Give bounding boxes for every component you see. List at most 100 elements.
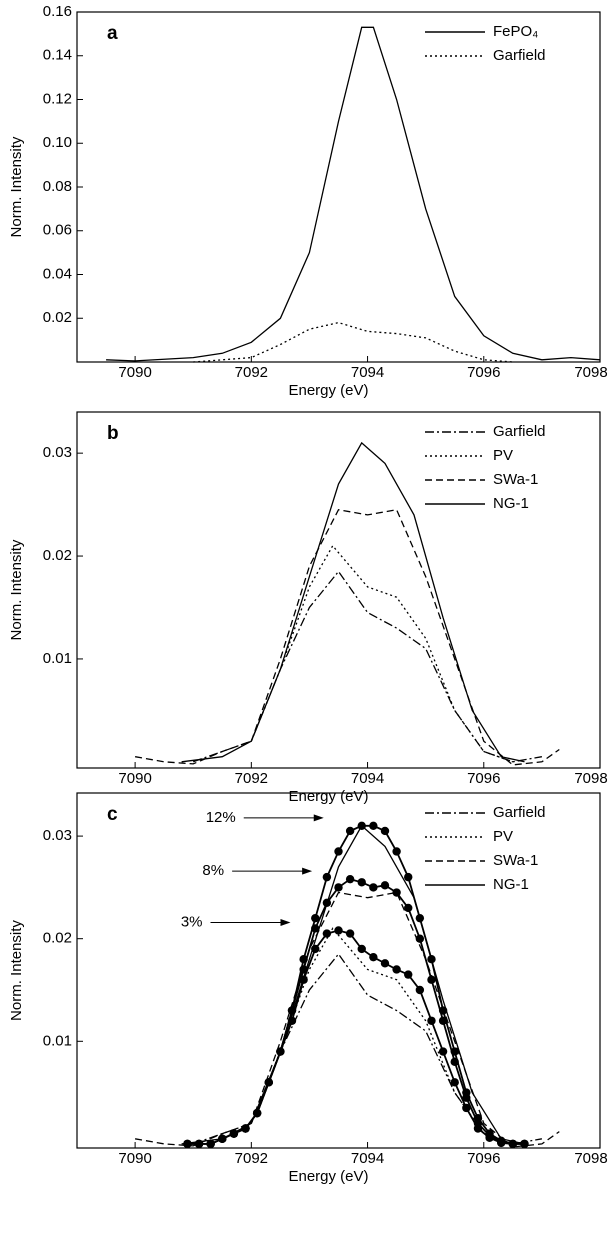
data-point xyxy=(345,929,355,938)
series-line xyxy=(134,508,560,766)
y-tick-label: 0.03 xyxy=(43,444,72,461)
y-axis-label: Norm. Intensity xyxy=(8,539,25,640)
x-tick-label: 7090 xyxy=(118,770,151,787)
data-point xyxy=(206,1139,215,1149)
y-tick-label: 0.06 xyxy=(43,222,72,239)
annotation: 8% xyxy=(202,862,224,879)
data-point xyxy=(450,1078,459,1087)
x-tick-label: 7094 xyxy=(351,1150,384,1167)
data-point xyxy=(392,888,401,897)
data-point xyxy=(218,1134,227,1143)
data-point xyxy=(241,1124,250,1133)
data-point xyxy=(357,944,366,954)
data-point xyxy=(345,874,355,884)
x-tick-label: 7094 xyxy=(351,770,384,787)
data-point xyxy=(415,985,425,995)
data-point xyxy=(299,975,308,984)
data-point xyxy=(380,881,390,890)
series-line xyxy=(187,878,525,1145)
data-point xyxy=(497,1138,506,1148)
y-axis-label: Norm. Intensity xyxy=(8,136,25,237)
x-tick-label: 7096 xyxy=(467,770,500,787)
legend-label: PV xyxy=(493,447,513,464)
y-tick-label: 0.02 xyxy=(43,547,72,564)
data-point xyxy=(392,847,401,856)
data-point xyxy=(450,1057,459,1067)
data-point xyxy=(404,970,413,979)
annotation: 12% xyxy=(206,809,236,826)
data-point xyxy=(438,1016,448,1025)
data-point xyxy=(311,913,320,923)
y-tick-label: 0.01 xyxy=(43,1032,72,1049)
data-point xyxy=(183,1139,192,1149)
data-point xyxy=(415,913,425,923)
series-line xyxy=(192,953,543,1145)
data-point xyxy=(357,821,366,831)
data-point xyxy=(404,872,413,882)
data-point xyxy=(462,1093,471,1102)
data-point xyxy=(194,1139,204,1149)
x-tick-label: 7098 xyxy=(574,1150,607,1167)
x-axis-label: Energy (eV) xyxy=(288,1168,368,1185)
legend-label: Garfield xyxy=(493,804,546,821)
data-point xyxy=(276,1047,285,1056)
legend-label: PV xyxy=(493,828,513,845)
data-point xyxy=(380,959,390,968)
data-point xyxy=(311,944,320,954)
x-tick-label: 7096 xyxy=(467,364,500,381)
data-point xyxy=(369,883,378,892)
y-tick-label: 0.12 xyxy=(43,90,72,107)
annotation-arrowhead xyxy=(280,918,291,926)
legend-label: Garfield xyxy=(493,423,546,440)
x-axis-label: Energy (eV) xyxy=(288,382,368,399)
data-point xyxy=(252,1108,262,1118)
data-point xyxy=(299,965,308,974)
y-tick-label: 0.02 xyxy=(43,309,72,326)
series-line xyxy=(193,321,513,363)
panel-label: a xyxy=(107,23,118,44)
data-point xyxy=(287,1016,297,1025)
x-tick-label: 7094 xyxy=(351,364,384,381)
plot-frame xyxy=(76,11,601,363)
data-point xyxy=(404,903,413,913)
x-tick-label: 7092 xyxy=(235,770,268,787)
legend-label: FePO₄ xyxy=(493,23,538,40)
data-point xyxy=(438,1047,448,1056)
plot-frame xyxy=(76,411,601,769)
data-point xyxy=(427,975,436,984)
x-axis-label: Energy (eV) xyxy=(288,788,368,805)
y-tick-label: 0.10 xyxy=(43,134,72,151)
data-point xyxy=(334,883,343,892)
x-tick-label: 7092 xyxy=(235,1150,268,1167)
y-axis-label: Norm. Intensity xyxy=(8,920,25,1021)
x-tick-label: 7090 xyxy=(118,1150,151,1167)
series-line xyxy=(192,570,543,763)
annotation-arrowhead xyxy=(313,814,324,822)
y-tick-label: 0.08 xyxy=(43,178,72,195)
data-point xyxy=(473,1124,483,1133)
data-point xyxy=(357,878,366,887)
data-point xyxy=(462,1103,471,1113)
legend-label: Garfield xyxy=(493,47,546,64)
annotation: 3% xyxy=(181,913,203,930)
data-point xyxy=(322,872,332,882)
data-point xyxy=(508,1139,518,1149)
y-tick-label: 0.01 xyxy=(43,650,72,667)
y-tick-label: 0.16 xyxy=(43,3,72,20)
x-tick-label: 7096 xyxy=(467,1150,500,1167)
y-tick-label: 0.04 xyxy=(43,265,72,282)
data-point xyxy=(369,952,378,962)
data-point xyxy=(322,929,332,938)
series-line xyxy=(181,441,525,763)
data-point xyxy=(520,1139,529,1149)
panel: 0.01 0.02 0.03 7090 7092 7094 7096 7098 Energy (… xyxy=(8,411,608,805)
data-point xyxy=(264,1078,273,1087)
data-point xyxy=(392,965,401,974)
y-tick-label: 0.14 xyxy=(43,47,72,64)
y-tick-label: 0.02 xyxy=(43,930,72,947)
data-point xyxy=(322,898,332,907)
plot-frame xyxy=(76,792,601,1149)
series-line xyxy=(106,26,601,362)
data-point xyxy=(380,826,390,836)
x-tick-label: 7098 xyxy=(574,364,607,381)
